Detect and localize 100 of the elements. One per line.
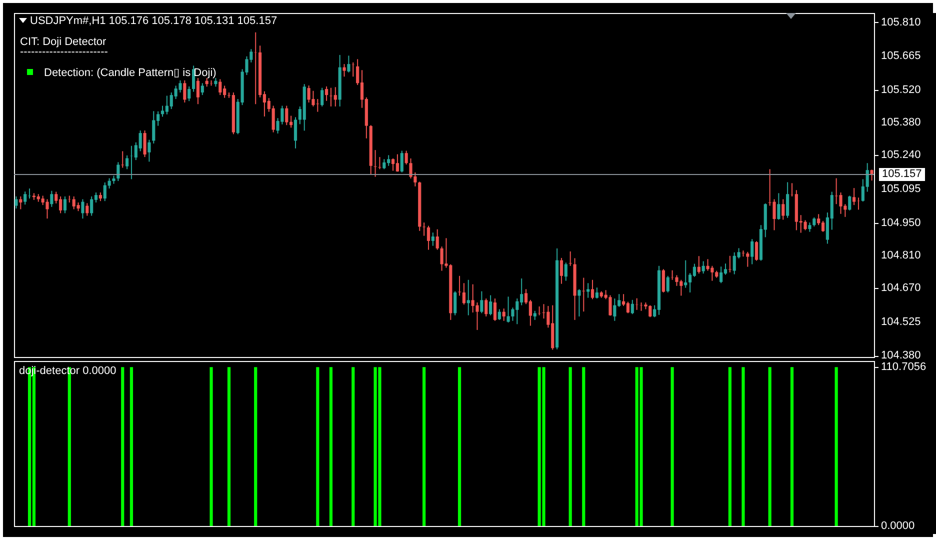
candlestick (58, 196, 62, 214)
candlestick (200, 82, 204, 96)
candlestick (480, 290, 484, 314)
candlestick (46, 198, 49, 220)
candlestick (24, 191, 27, 206)
candlestick (192, 65, 196, 92)
candlestick (342, 64, 346, 78)
annotation: ------------------------ (20, 46, 108, 58)
candlestick (560, 257, 564, 284)
candlestick (81, 198, 84, 220)
candlestick (320, 87, 324, 107)
candlestick (294, 116, 298, 149)
candlestick (324, 86, 328, 102)
annotation: CIT: Doji Detector (20, 36, 106, 48)
y-tick-label: 105.665 (881, 50, 921, 62)
candlestick (19, 196, 22, 210)
candlestick (347, 55, 350, 73)
candlestick (382, 158, 386, 170)
candlestick (564, 262, 568, 282)
candlestick (635, 298, 638, 310)
candlestick (702, 260, 705, 274)
candlestick (742, 250, 745, 258)
candlestick (90, 196, 94, 216)
candlestick (608, 294, 612, 316)
candlestick (63, 196, 67, 214)
candlestick (436, 228, 439, 250)
candlestick (746, 251, 750, 268)
candlestick (116, 162, 120, 182)
candlestick (782, 198, 785, 220)
candlestick (697, 256, 700, 274)
candlestick (378, 156, 382, 170)
candlestick (160, 105, 164, 118)
candlestick (812, 216, 816, 227)
ref-line-label: 105.157 (879, 168, 925, 180)
candlestick (777, 192, 780, 220)
candlestick (218, 78, 222, 96)
candlestick (352, 62, 355, 78)
y-tick-label: 104.950 (881, 216, 921, 229)
candlestick (808, 222, 812, 232)
candlestick (409, 158, 412, 179)
candlestick (870, 169, 874, 182)
candlestick (728, 255, 732, 273)
candlestick (188, 86, 191, 102)
y-tick-label: 104.810 (881, 249, 921, 262)
candlestick (626, 301, 630, 314)
candlestick (613, 298, 616, 322)
y-tick-label: 105.240 (881, 149, 921, 162)
candlestick (404, 150, 408, 165)
candlestick (50, 190, 54, 208)
candlestick (462, 282, 466, 306)
candlestick (396, 154, 400, 172)
candlestick (329, 87, 333, 107)
candlestick (400, 150, 404, 173)
candlestick (458, 275, 462, 296)
candlestick (630, 299, 634, 315)
candlestick (804, 220, 807, 231)
candlestick (595, 287, 598, 299)
candlestick (578, 288, 581, 317)
y-tick-label: 104.525 (881, 316, 921, 328)
candlestick (272, 105, 275, 133)
candlestick (786, 182, 790, 218)
candlestick (821, 220, 825, 232)
candlestick (285, 105, 288, 126)
y-tick-label: 105.810 (881, 16, 921, 28)
candlestick (125, 154, 129, 170)
candlestick (662, 268, 665, 293)
y-tick-label: 105.095 (881, 182, 921, 195)
candlestick (772, 198, 776, 231)
candlestick (121, 150, 124, 168)
candlestick (590, 279, 594, 300)
candlestick (466, 279, 470, 316)
candlestick (493, 298, 497, 322)
y-tick-label: 105.380 (881, 116, 921, 129)
candlestick (476, 302, 479, 330)
candlestick (422, 222, 426, 236)
y-tick-label: 0.0000 (881, 520, 915, 532)
candlestick (586, 282, 590, 298)
candlestick (454, 290, 457, 316)
y-tick-label: 104.670 (881, 282, 921, 294)
candlestick (852, 188, 856, 206)
candlestick (143, 130, 146, 158)
candlestick (666, 275, 670, 293)
candlestick (196, 78, 200, 105)
candlestick (391, 158, 395, 172)
y-tick-label: 110.7056 (881, 361, 926, 374)
candlestick (582, 277, 586, 312)
candlestick (183, 80, 186, 103)
candlestick (568, 250, 572, 266)
candlestick (484, 298, 488, 317)
candlestick (750, 238, 754, 265)
candlestick (488, 294, 492, 316)
candlestick (28, 188, 32, 200)
candlestick (148, 139, 151, 162)
candlestick (675, 274, 678, 286)
candlestick (14, 196, 18, 210)
candlestick (426, 225, 430, 250)
candlestick (706, 258, 710, 272)
y-tick-label: 104.380 (881, 350, 921, 362)
candlestick (720, 266, 723, 284)
candlestick (431, 232, 434, 246)
